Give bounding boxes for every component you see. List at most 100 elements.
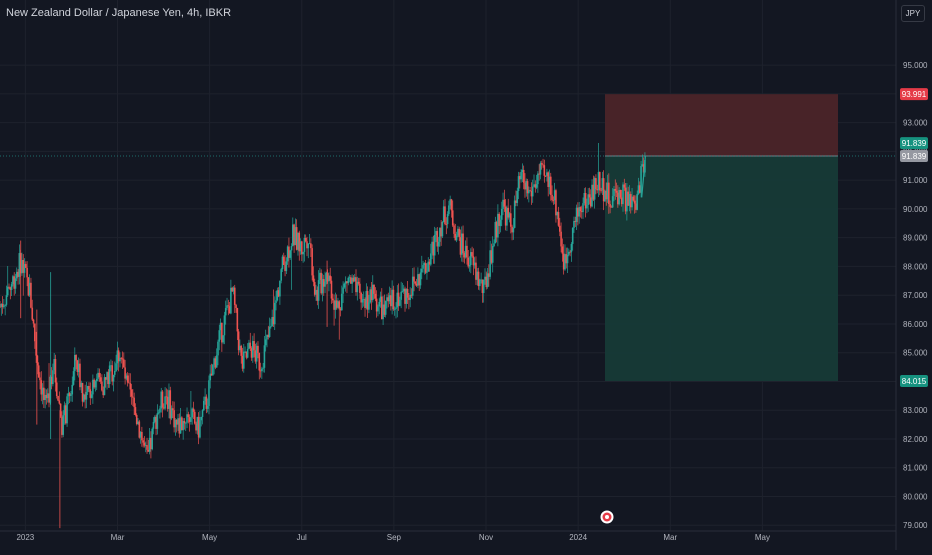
- position-tool[interactable]: [0, 94, 896, 382]
- candle-body: [10, 284, 13, 290]
- candle-body: [441, 221, 444, 237]
- candle-body: [282, 256, 285, 265]
- currency-button[interactable]: JPY: [901, 5, 925, 22]
- candle-body: [205, 396, 208, 409]
- candle-body: [195, 423, 197, 431]
- candle-body: [258, 353, 261, 371]
- candle-body: [272, 316, 275, 325]
- candle-body: [431, 241, 433, 254]
- candle-body: [316, 289, 319, 301]
- candle-body: [307, 243, 310, 249]
- last-price-label-bg: [900, 137, 928, 150]
- candle-body: [460, 233, 463, 255]
- candle-body: [12, 276, 14, 285]
- candle-body: [433, 235, 436, 256]
- candle-body: [199, 420, 201, 438]
- candle-body: [444, 206, 446, 225]
- candle-body: [139, 431, 142, 438]
- candle-body: [542, 164, 544, 166]
- candle-body: [430, 253, 432, 265]
- x-tick-label: Mar: [663, 533, 677, 542]
- candle-body: [338, 301, 341, 309]
- candle-body: [125, 375, 128, 379]
- candle-body: [24, 264, 27, 268]
- candle-body: [592, 184, 595, 200]
- take-profit-zone: [605, 156, 838, 382]
- candle-body: [302, 251, 304, 255]
- candle-body: [310, 243, 312, 249]
- candle-body: [248, 342, 250, 350]
- candle-body: [244, 351, 246, 353]
- candle-body: [43, 387, 45, 401]
- candle-body: [489, 250, 491, 277]
- candle-body: [31, 307, 34, 320]
- candle-body: [273, 302, 276, 325]
- candle-body: [284, 264, 286, 272]
- candle-body: [500, 208, 503, 220]
- candle-body: [129, 383, 132, 390]
- candle-body: [144, 445, 147, 446]
- candle-body: [337, 301, 339, 308]
- candle-body: [636, 193, 638, 210]
- candle-body: [623, 184, 626, 188]
- x-tick-label: 2024: [569, 533, 587, 542]
- candle-body: [80, 382, 83, 388]
- candle-body: [509, 213, 512, 227]
- candle-body: [88, 385, 90, 390]
- candle-body: [40, 380, 43, 395]
- candle-body: [379, 296, 382, 302]
- x-tick-label: Sep: [387, 533, 402, 542]
- candle-body: [261, 368, 263, 371]
- candle-body: [557, 212, 560, 226]
- candle-body: [117, 350, 120, 362]
- candle-body: [164, 396, 166, 409]
- candle-body: [383, 304, 386, 315]
- candle-body: [463, 253, 466, 258]
- candle-body: [208, 380, 210, 407]
- candle-body: [366, 291, 369, 310]
- candle-body: [58, 400, 61, 404]
- candle-body: [355, 277, 357, 293]
- candle-body: [477, 271, 480, 287]
- candle-body: [525, 181, 528, 190]
- candle-body: [270, 326, 272, 328]
- candle-body: [583, 193, 586, 204]
- candle-body: [628, 194, 631, 206]
- candle-body: [448, 205, 450, 215]
- candle-body: [321, 279, 324, 294]
- candle-body: [83, 394, 85, 402]
- candle-body: [193, 411, 196, 424]
- candle-body: [471, 252, 473, 257]
- candle-body: [396, 292, 399, 308]
- candle-body: [276, 290, 279, 301]
- candle-body: [482, 279, 485, 293]
- candle-body: [633, 200, 636, 204]
- candle-body: [168, 390, 170, 409]
- candle-body: [143, 442, 146, 446]
- candle-body: [202, 400, 205, 411]
- candle-body: [397, 292, 400, 306]
- candle-body: [390, 295, 392, 307]
- candle-body: [324, 281, 326, 287]
- candle-body: [504, 206, 507, 226]
- candle-body: [520, 172, 522, 180]
- candle-body: [468, 265, 471, 267]
- candle-body: [371, 284, 374, 301]
- candle-body: [221, 322, 223, 343]
- candle-body: [579, 207, 582, 212]
- candle-body: [301, 241, 303, 255]
- x-tick-label: May: [755, 533, 770, 542]
- candle-body: [538, 173, 540, 175]
- y-tick-label: 93.000: [903, 119, 928, 128]
- candle-body: [445, 224, 448, 225]
- candle-body: [484, 276, 486, 280]
- candle-body: [642, 164, 645, 173]
- candle-body: [375, 298, 378, 312]
- candle-body: [23, 264, 26, 273]
- candle-body: [197, 416, 200, 438]
- candle-body: [511, 226, 513, 233]
- candle-body: [617, 192, 619, 205]
- candle-body: [470, 252, 472, 266]
